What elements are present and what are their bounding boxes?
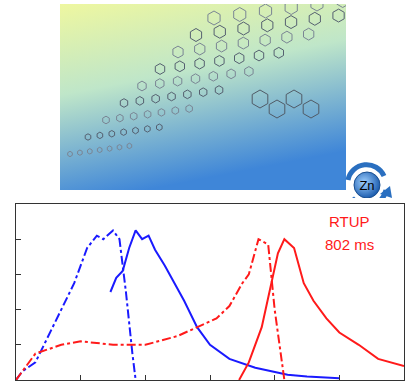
svg-text:802 ms: 802 ms xyxy=(325,236,374,253)
svg-text:RTUP: RTUP xyxy=(329,213,370,230)
svg-text:Zn: Zn xyxy=(359,178,374,193)
